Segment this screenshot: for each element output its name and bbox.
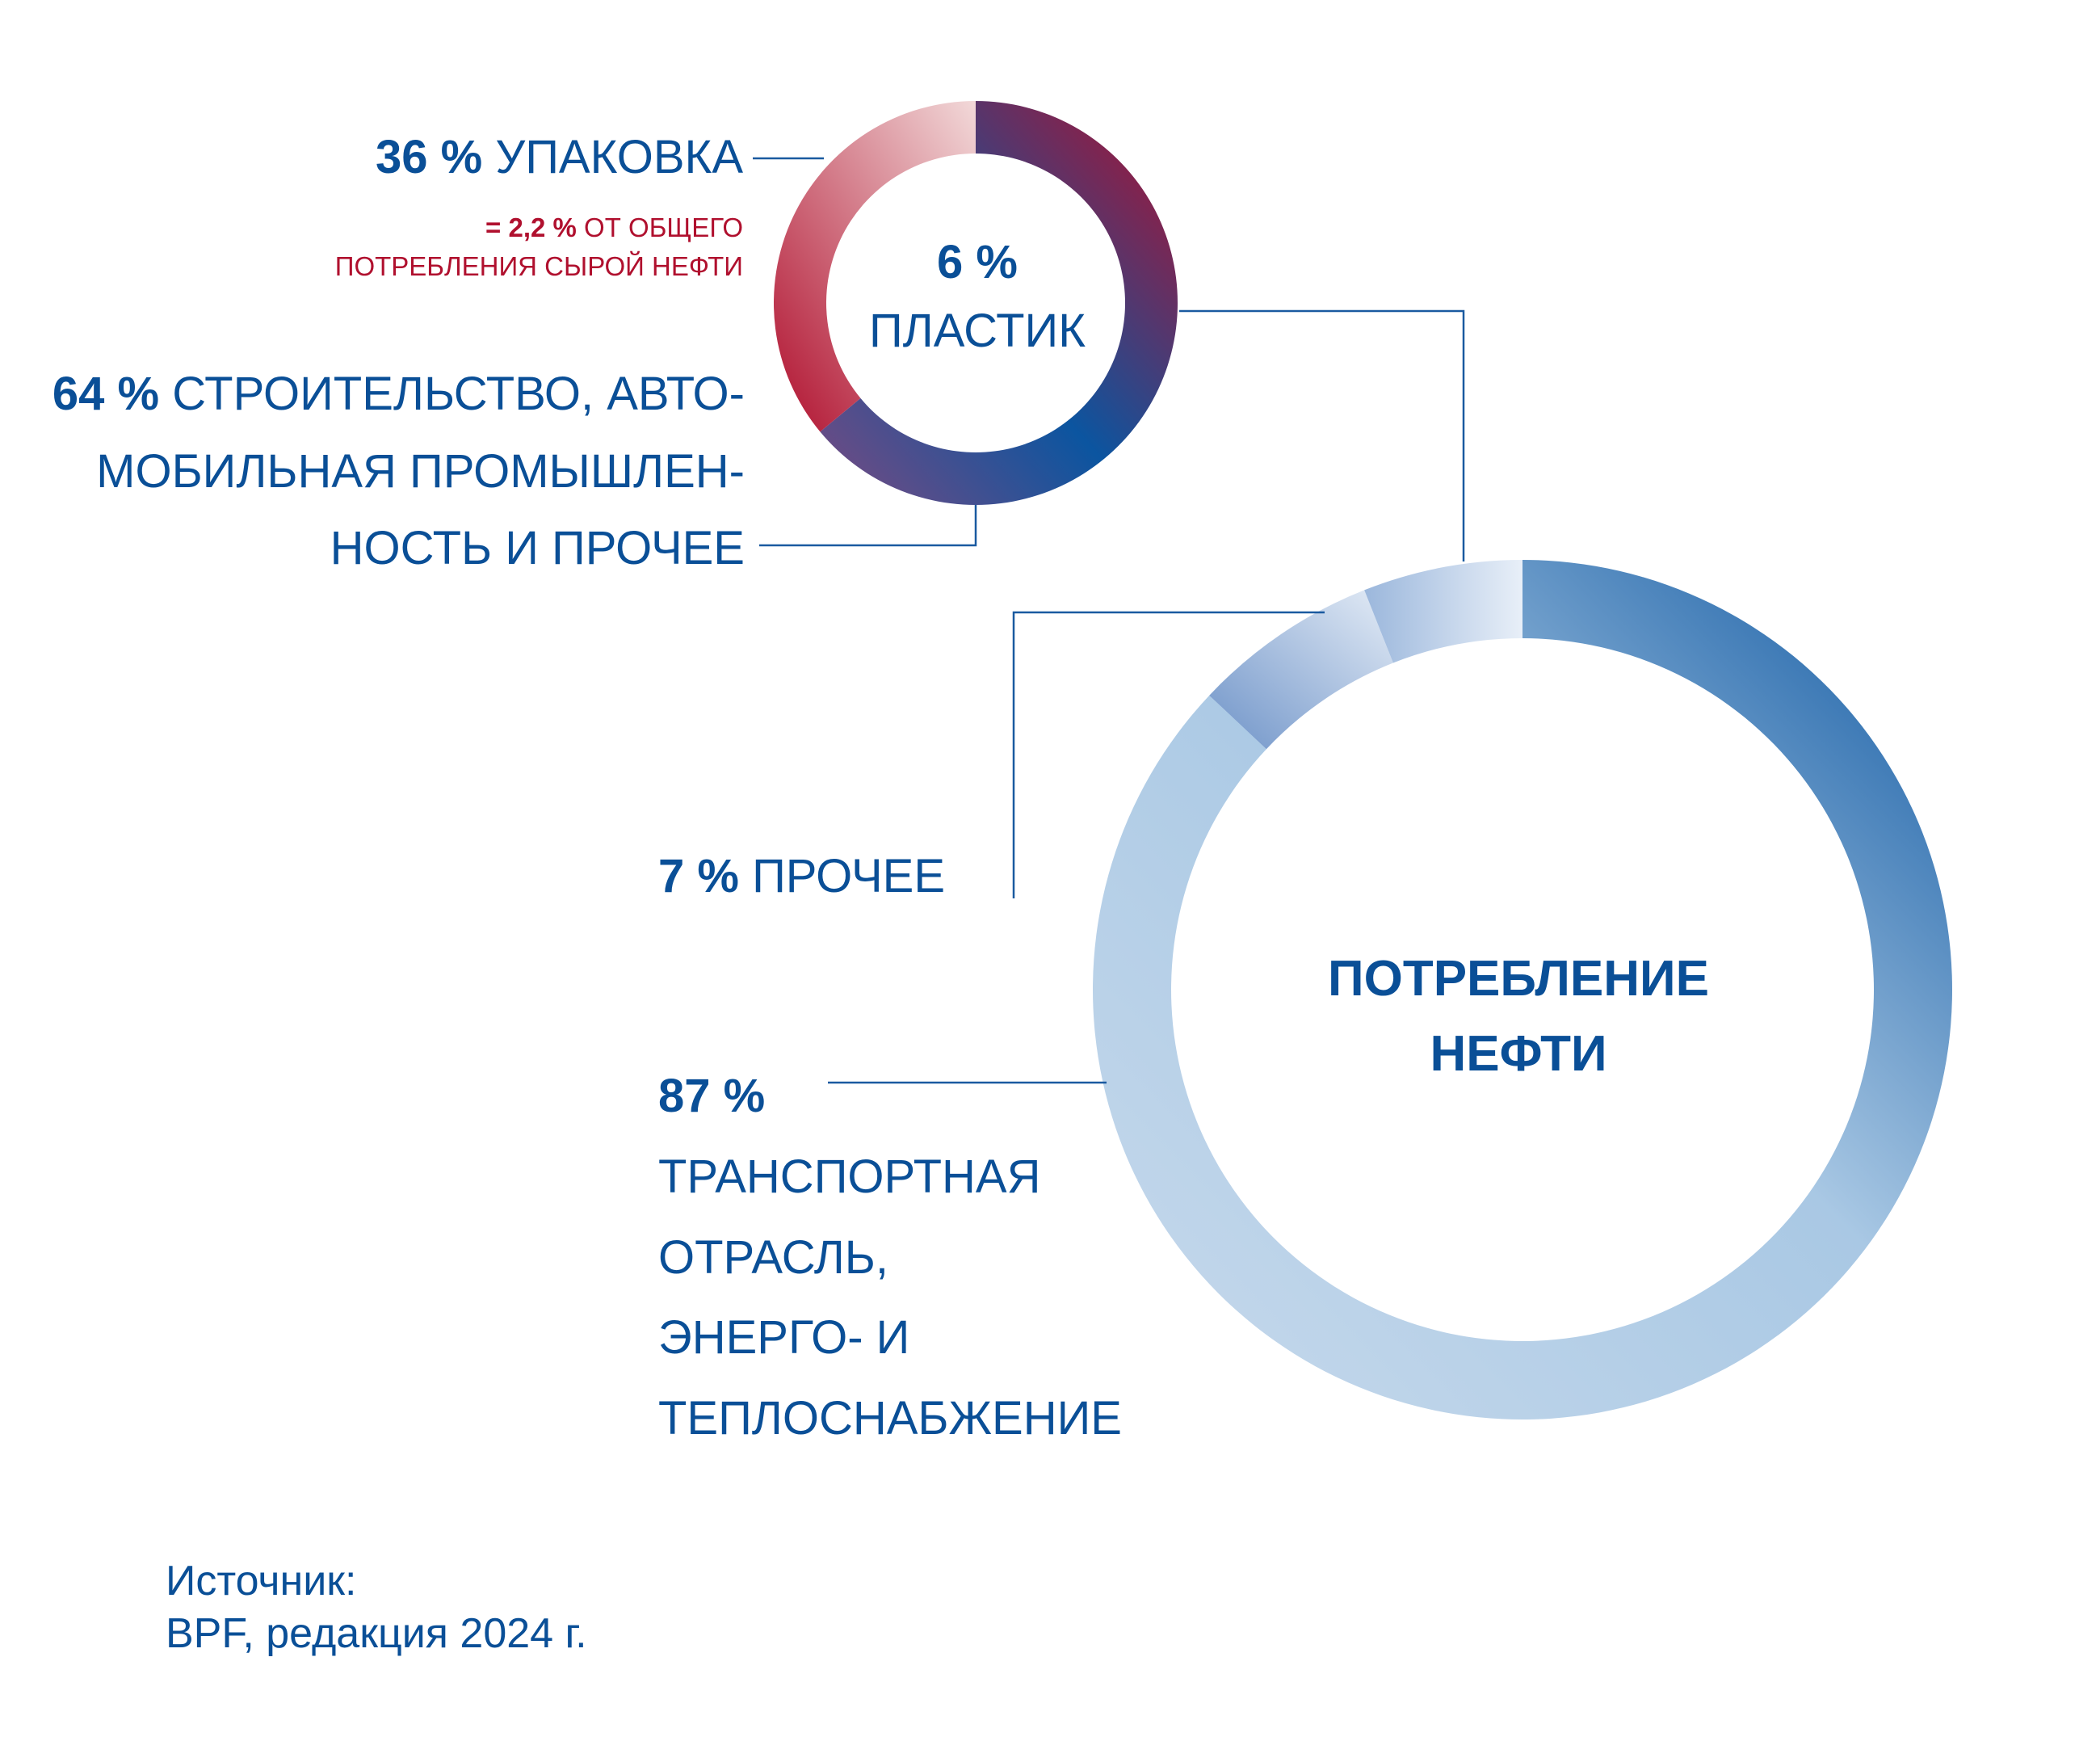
label-packaging: 36 % УПАКОВКА [242, 131, 743, 185]
slice-plastic [1364, 560, 1522, 663]
label-packaging-text: УПАКОВКА [495, 131, 743, 183]
big-donut-center: ПОТРЕБЛЕНИЕ НЕФТИ [1195, 941, 1842, 1091]
label-other: 7 % ПРОЧЕЕ [658, 850, 945, 904]
label-transport-line3: ЭНЕРГО- И [658, 1311, 910, 1365]
big-donut [1092, 560, 1952, 1419]
connector-construction [759, 505, 977, 547]
label-construction: 64 % СТРОИТЕЛЬСТВО, АВТО- МОБИЛЬНАЯ ПРОМ… [48, 355, 745, 587]
connector-lines [753, 157, 1465, 1084]
label-packaging-pct: 36 % [376, 131, 483, 183]
note-line2: ПОТРЕБЛЕНИЯ СЫРОЙ НЕФТИ [334, 250, 743, 281]
small-donut-center-value: 6 % [937, 236, 1018, 288]
slice-construction [820, 101, 1178, 505]
source-line1: Источник: [166, 1558, 357, 1604]
source-note: Источник: BPF, редакция 2024 г. [166, 1555, 587, 1660]
connector-other [1012, 611, 1325, 898]
label-transport-pct: 87 % [658, 1070, 766, 1122]
label-construction-line1: СТРОИТЕЛЬСТВО, АВТО- [172, 368, 745, 420]
label-transport-line4: ТЕПЛОСНАБЖЕНИЕ [658, 1392, 1122, 1445]
label-construction-line2: МОБИЛЬНАЯ ПРОМЫШЛЕН- [96, 444, 745, 498]
source-line2: BPF, редакция 2024 г. [166, 1610, 587, 1657]
label-transport-line1: ТРАНСПОРТНАЯ [658, 1150, 1041, 1203]
note-crude-oil: = 2,2 % ОТ ОБЩЕГО ПОТРЕБЛЕНИЯ СЫРОЙ НЕФТ… [242, 208, 743, 286]
label-construction-pct: 64 % [52, 368, 160, 420]
big-donut-center-line2: НЕФТИ [1430, 1026, 1607, 1082]
big-donut-center-line1: ПОТРЕБЛЕНИЕ [1328, 951, 1709, 1007]
slice-packaging [774, 101, 976, 432]
label-transport-line2: ОТРАСЛЬ, [658, 1230, 888, 1284]
small-donut-center-label: ПЛАСТИК [868, 304, 1086, 357]
label-transport: 87 % ТРАНСПОРТНАЯ ОТРАСЛЬ, ЭНЕРГО- И ТЕП… [658, 1056, 1122, 1459]
connector-plastic [1179, 309, 1465, 561]
label-other-text: ПРОЧЕЕ [752, 850, 946, 902]
label-other-pct: 7 % [658, 850, 739, 902]
small-donut-center: 6 % ПЛАСТИК [816, 236, 1139, 358]
label-construction-line3: НОСТЬ И ПРОЧЕЕ [330, 522, 745, 575]
small-donut [774, 101, 1178, 505]
note-pct: 2,2 % [508, 212, 577, 242]
note-line1: ОТ ОБЩЕГО [584, 212, 743, 242]
slice-other [1209, 590, 1393, 750]
note-prefix: = [485, 212, 502, 242]
